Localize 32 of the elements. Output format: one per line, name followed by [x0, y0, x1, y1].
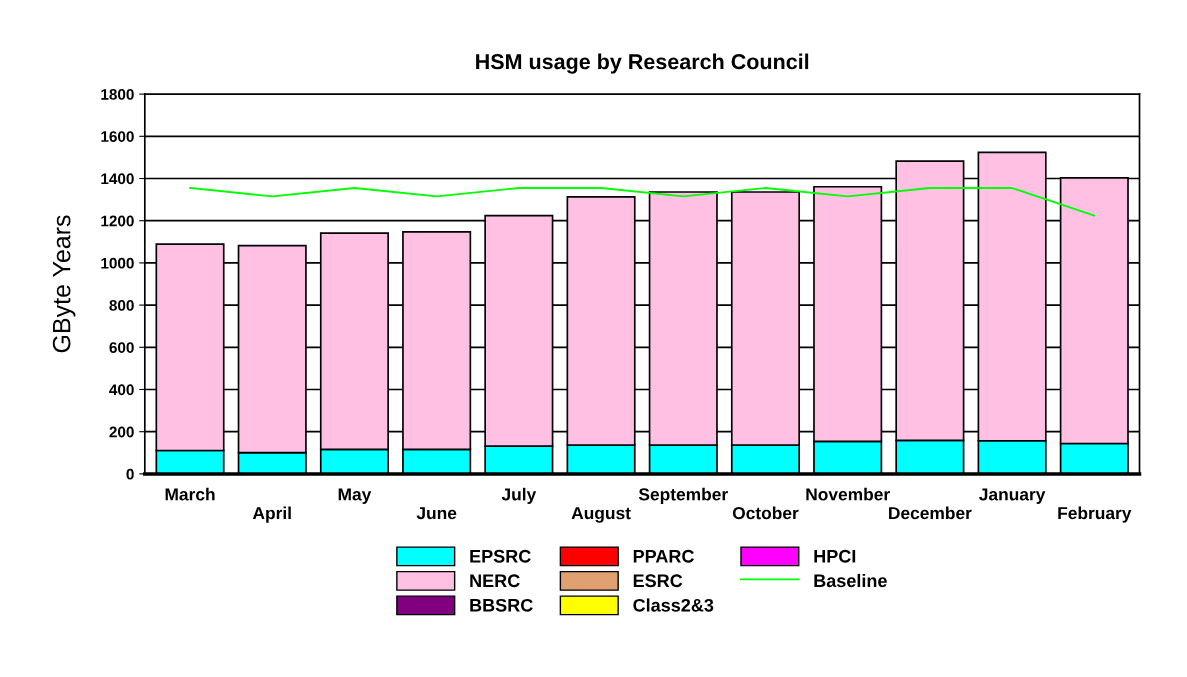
- x-tick-label: March: [165, 487, 215, 501]
- x-tick-label: April: [252, 506, 291, 523]
- x-tick-label: August: [571, 507, 631, 523]
- y-tick-label: 1200: [101, 215, 134, 227]
- x-tick-label: July: [501, 487, 537, 504]
- y-axis-title: GByte Years: [52, 215, 76, 353]
- y-tick-label: 0: [126, 468, 134, 480]
- legend-label: Class2&3: [633, 598, 714, 612]
- x-tick-label: June: [416, 507, 457, 520]
- x-tick-label: September: [638, 487, 728, 504]
- chart-title: HSM usage by Research Council: [476, 53, 809, 74]
- x-tick-label: January: [979, 488, 1046, 504]
- y-tick-label: 1000: [101, 257, 134, 269]
- x-tick-label: May: [338, 488, 372, 504]
- y-tick-label: 1600: [101, 131, 134, 142]
- x-tick-label: November: [806, 487, 890, 501]
- legend-label: PPARC: [633, 549, 694, 563]
- y-tick-label: 200: [109, 426, 134, 438]
- legend-label: Baseline: [814, 573, 887, 588]
- legend-label: ESRC: [633, 574, 683, 588]
- x-tick-label: February: [1058, 506, 1132, 523]
- y-tick-label: 400: [109, 384, 134, 396]
- y-tick-label: 800: [109, 299, 134, 311]
- legend-label: NERC: [470, 574, 520, 588]
- y-tick-label: 600: [109, 342, 134, 353]
- legend-label: EPSRC: [470, 549, 531, 563]
- y-tick-label: 1400: [101, 173, 134, 185]
- legend-label: BBSRC: [470, 598, 533, 612]
- legend-label: HPCI: [814, 549, 856, 563]
- x-tick-label: December: [889, 506, 972, 520]
- x-tick-label: October: [732, 506, 799, 520]
- y-tick-label: 1800: [101, 88, 134, 100]
